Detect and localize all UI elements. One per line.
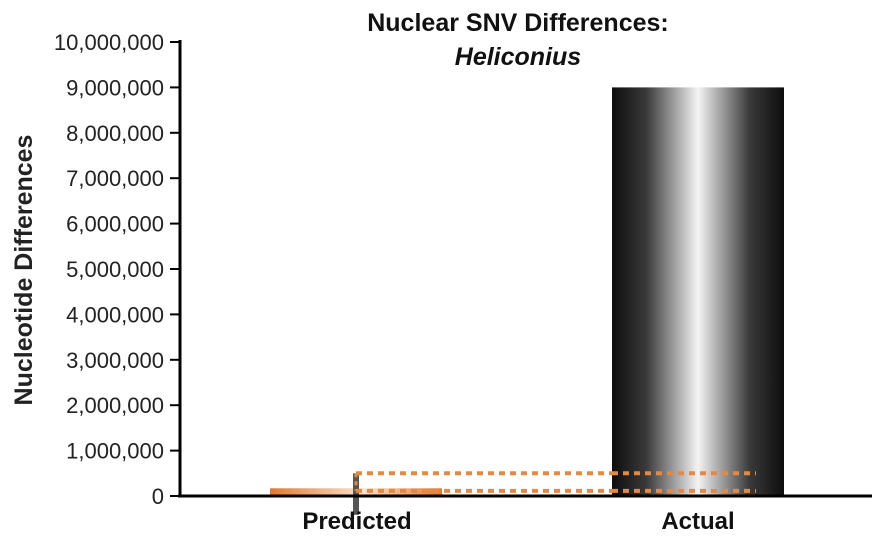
category-label-actual: Actual bbox=[661, 508, 734, 535]
chart-subtitle: Heliconius bbox=[455, 43, 582, 71]
y-tick-label: 2,000,000 bbox=[66, 393, 164, 418]
y-tick-label: 3,000,000 bbox=[66, 348, 164, 373]
bars bbox=[270, 87, 784, 515]
y-tick-label: 4,000,000 bbox=[66, 302, 164, 327]
y-tick-label: 7,000,000 bbox=[66, 166, 164, 191]
y-tick-label: 5,000,000 bbox=[66, 257, 164, 282]
bar-actual bbox=[612, 87, 784, 497]
category-label-predicted: Predicted bbox=[302, 508, 411, 535]
y-axis-ticks: 0 1,000,000 2,000,000 3,000,000 4,000,000 5,0… bbox=[54, 30, 180, 509]
y-tick-label: 1,000,000 bbox=[66, 439, 164, 464]
y-tick-label: 9,000,000 bbox=[66, 75, 164, 100]
y-axis-label: Nucleotide Differences bbox=[10, 135, 38, 406]
y-tick-label: 0 bbox=[152, 484, 164, 509]
y-tick-label: 10,000,000 bbox=[54, 30, 164, 55]
chart-title: Nuclear SNV Differences: bbox=[367, 9, 669, 37]
y-tick-label: 6,000,000 bbox=[66, 212, 164, 237]
y-tick-label: 8,000,000 bbox=[66, 121, 164, 146]
